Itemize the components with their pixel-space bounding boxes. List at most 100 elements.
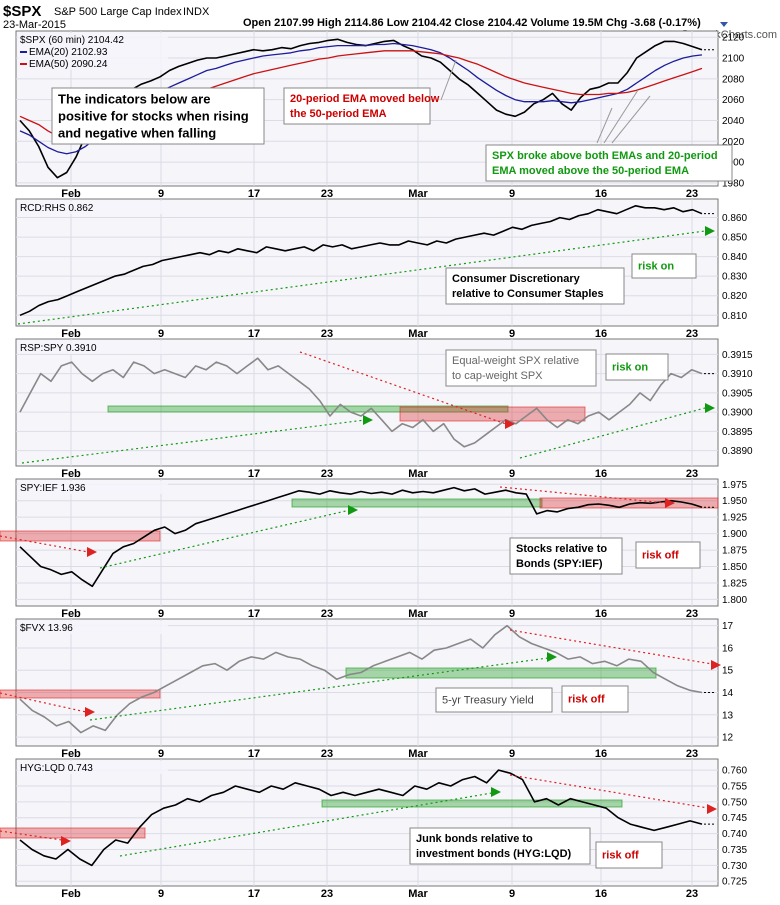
x-tick-label: 23 [321,748,333,760]
y-tick-label: 2020 [722,137,745,148]
panel-title: HYG:LQD 0.743 [20,763,93,774]
arrow-icon [711,660,721,670]
callout-pointer [611,95,651,144]
y-tick-label: 0.735 [722,845,747,856]
y-tick-label: 0.860 [722,213,747,224]
arrow-icon [707,804,717,814]
y-tick-label: 0.760 [722,766,747,777]
x-tick-label: Mar [408,888,428,900]
annotation-text: risk on [612,362,648,374]
x-tick-label: 23 [321,888,333,900]
y-tick-label: 15 [722,666,734,677]
y-tick-label: 1.825 [722,578,747,589]
y-tick-label: 0.740 [722,829,747,840]
arrow-icon [363,415,373,425]
y-tick-label: 0.755 [722,781,747,792]
x-tick-label: Feb [61,748,81,760]
falling-trendline [0,830,63,841]
arrow-icon [665,498,675,508]
y-tick-label: 0.820 [722,291,747,302]
annotation-box [445,267,625,305]
falling-trendline [509,629,713,665]
y-tick-label: 0.3905 [722,388,753,399]
x-tick-label: 16 [595,328,607,340]
annotation-text: Stocks relative to Bonds (SPY:IEF) [516,543,607,570]
rising-trendline [17,230,706,325]
resistance-band [399,406,586,422]
arrow-icon [61,836,71,846]
header-date: 23-Mar-2015 [3,19,66,31]
chevron-down-icon[interactable] [720,22,728,27]
x-tick-label: 16 [595,608,607,620]
x-tick-label: 16 [595,888,607,900]
callout-pointer [440,59,457,101]
x-tick-label: 23 [321,468,333,480]
annotation-box [509,537,623,575]
resistance-band [0,530,161,542]
annotation-box [445,349,597,387]
y-tick-label: 0.3900 [722,408,753,419]
x-tick-label: 17 [248,188,260,200]
panel-6: 0.760 0.755 0.750 0.745 0.740 0.735 0.730 0.725… [0,758,747,900]
y-tick-label: 1.800 [722,595,747,606]
y-tick-label: 1.975 [722,480,747,491]
y-tick-label: 0.750 [722,797,747,808]
panel-5: 17 16 15 14 13 12 Feb 9 17 23 Mar 9 16 23 $FVX 13.96 5-… [0,618,734,760]
x-tick-label: Feb [61,328,81,340]
annotation-text: risk off [568,694,605,706]
panel-title: $SPX (60 min) 2104.42 [20,35,124,46]
legend-box [18,33,168,70]
x-tick-label: 23 [686,188,698,200]
y-tick-label: 2060 [722,95,745,106]
y-tick-label: 0.730 [722,861,747,872]
panel-1: 2120 2100 2080 2060 2040 2020 2000 1980 Feb 9 17 23… [15,30,745,200]
y-tick-label: 1.850 [722,562,747,573]
x-tick-label: Feb [61,188,81,200]
arrow-icon [348,505,358,515]
legend-box [18,201,168,214]
annotation-text: 20-period EMA moved below the 50-period E… [290,93,440,120]
support-band [321,799,623,808]
panel-title: SPY:IEF 1.936 [20,483,86,494]
x-tick-label: 23 [686,608,698,620]
annotation-box [605,353,669,381]
x-tick-label: Feb [61,608,81,620]
x-tick-label: 17 [248,468,260,480]
arrow-icon [87,547,97,557]
arrow-icon [705,403,715,413]
x-tick-label: Mar [408,188,428,200]
header-ohlc: Open 2107.99 High 2114.86 Low 2104.42 Cl… [243,17,701,29]
y-tick-label: 0.725 [722,877,747,888]
legend-box [18,481,168,494]
x-tick-label: Mar [408,748,428,760]
header-exchange: INDX [183,6,210,18]
header-name: S&P 500 Large Cap Index [54,6,182,18]
x-tick-label: Mar [408,608,428,620]
panel-2: 0.860 0.850 0.840 0.830 0.820 0.810 Feb 9 17 23 Ma… [15,198,747,340]
annotation-text: 5-yr Treasury Yield [442,695,534,707]
x-tick-label: 9 [158,328,164,340]
falling-trendline [299,351,507,425]
annotation-box [409,827,591,865]
x-tick-label: 23 [321,188,333,200]
x-tick-label: 23 [686,748,698,760]
x-tick-label: 17 [248,888,260,900]
x-tick-label: 9 [509,328,515,340]
y-tick-label: 2100 [722,54,745,65]
arrow-icon [705,226,715,236]
series-line-spy-ief [19,486,703,588]
y-tick-label: 2080 [722,74,745,85]
annotation-text: Consumer Discretionary relative to Consum… [452,273,604,300]
y-tick-label: 1.900 [722,529,747,540]
x-tick-label: 9 [509,608,515,620]
x-tick-label: 16 [595,468,607,480]
x-tick-label: 16 [595,748,607,760]
annotation-box [51,87,265,145]
series-line-rcd-rhs [19,205,703,317]
annotation-text: Equal-weight SPX relative to cap-weight S… [452,355,579,382]
x-tick-label: 16 [595,188,607,200]
annotation-box [635,541,701,569]
x-tick-label: 9 [158,888,164,900]
resistance-band [0,689,161,699]
